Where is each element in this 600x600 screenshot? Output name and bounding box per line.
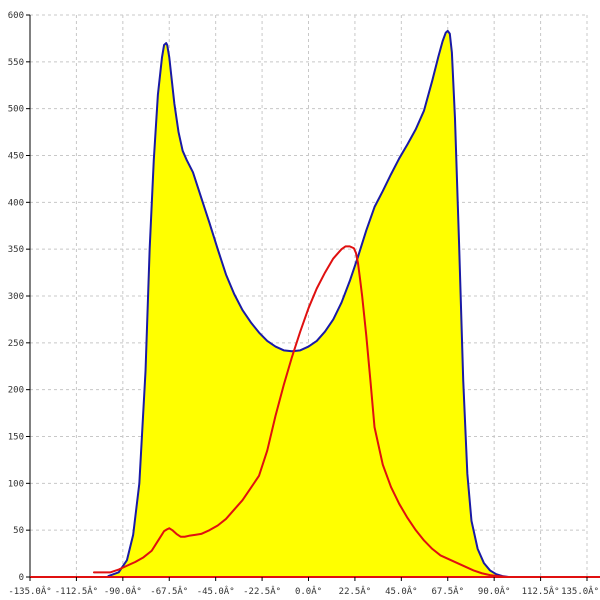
x-tick-label: -67.5Â° — [150, 585, 188, 597]
y-tick-label: 200 — [8, 386, 24, 396]
x-tick-label: 112.5Â° — [522, 585, 560, 597]
y-tick-label: 0 — [19, 573, 24, 583]
x-tick-label: -135.0Â° — [8, 585, 51, 597]
y-tick-label: 150 — [8, 433, 24, 443]
x-tick-label: -22.5Â° — [243, 585, 281, 597]
y-tick-label: 50 — [13, 526, 24, 536]
label-layer: 0 50 100 150 200 250 300 350 400 450 500 550 600 -135… — [8, 11, 599, 597]
y-tick-label: 300 — [8, 292, 24, 302]
y-tick-label: 450 — [8, 152, 24, 162]
y-tick-label: 400 — [8, 198, 24, 208]
x-tick-label: -112.5Â° — [55, 585, 98, 597]
x-tick-label: 135.0Â° — [561, 585, 599, 597]
series-1-line — [107, 29, 516, 578]
y-tick-label: 500 — [8, 105, 24, 115]
series-1-area — [108, 30, 515, 578]
y-tick-label: 250 — [8, 339, 24, 349]
axis-layer — [26, 14, 600, 581]
x-tick-label: 67.5Â° — [431, 585, 464, 597]
x-tick-label: 90.0Â° — [478, 585, 511, 597]
x-tick-label: 45.0Â° — [385, 585, 418, 597]
x-tick-label: -90.0Â° — [104, 585, 142, 597]
x-tick-label: -45.0Â° — [197, 585, 235, 597]
series-2-line — [92, 245, 516, 578]
y-tick-label: 550 — [8, 58, 24, 68]
line-layer — [92, 29, 516, 578]
y-tick-label: 350 — [8, 245, 24, 255]
fill-layer — [108, 30, 515, 578]
y-tick-label: 600 — [8, 11, 24, 21]
y-tick-label: 100 — [8, 479, 24, 489]
x-tick-label: 22.5Â° — [339, 585, 372, 597]
x-tick-label: 0.0Â° — [295, 585, 322, 597]
